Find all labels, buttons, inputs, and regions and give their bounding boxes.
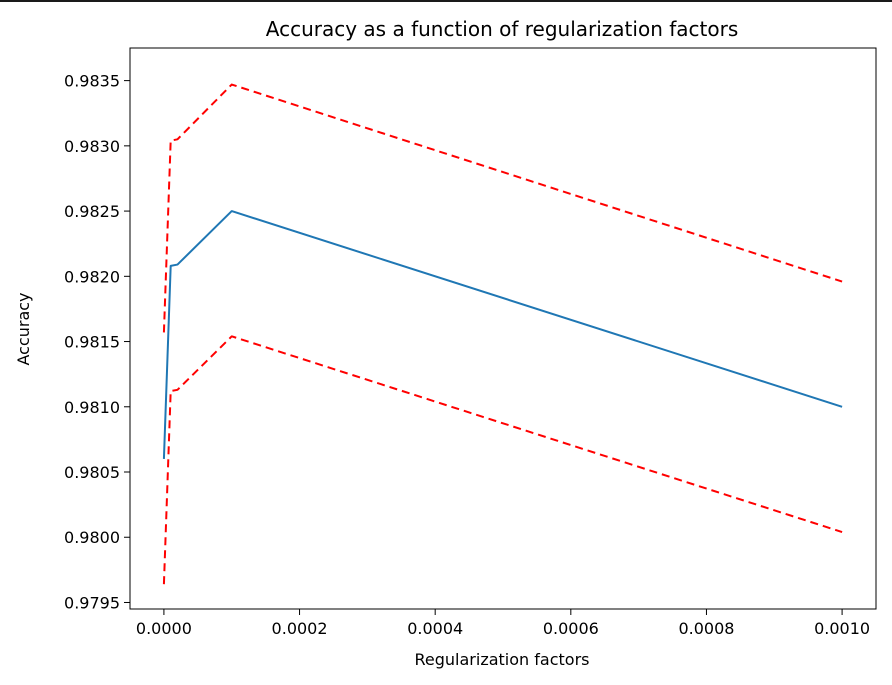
x-tick-label: 0.0008: [678, 619, 734, 638]
window-top-border: [0, 0, 892, 2]
y-tick-label: 0.9800: [64, 528, 120, 547]
x-tick-label: 0.0000: [136, 619, 192, 638]
y-tick-label: 0.9805: [64, 463, 120, 482]
plot-lines: [162, 83, 843, 585]
plot-frame: [129, 47, 877, 610]
x-tick-label: 0.0004: [407, 619, 463, 638]
x-tick-label: 0.0006: [543, 619, 599, 638]
chart-title: Accuracy as a function of regularization…: [266, 17, 739, 41]
x-tick-label: 0.0010: [814, 619, 870, 638]
y-tick-label: 0.9795: [64, 593, 120, 612]
accuracy-mean-line: [162, 210, 843, 460]
x-axis: 0.0000 0.0002 0.0004 0.0006 0.0008 0.0010: [136, 609, 870, 638]
y-tick-label: 0.9830: [64, 137, 120, 156]
x-axis-label: Regularization factors: [415, 650, 590, 669]
x-tick-label: 0.0002: [272, 619, 328, 638]
y-tick-label: 0.9825: [64, 202, 120, 221]
y-tick-label: 0.9810: [64, 398, 120, 417]
y-tick-label: 0.9835: [64, 72, 120, 91]
accuracy-lower-bound-line: [162, 335, 843, 585]
y-tick-label: 0.9820: [64, 267, 120, 286]
y-axis-label: Accuracy: [14, 292, 33, 365]
accuracy-upper-bound-line: [162, 83, 843, 333]
y-tick-label: 0.9815: [64, 333, 120, 352]
y-axis: 0.9795 0.9800 0.9805 0.9810 0.9815 0.9820 0.98…: [64, 72, 130, 612]
